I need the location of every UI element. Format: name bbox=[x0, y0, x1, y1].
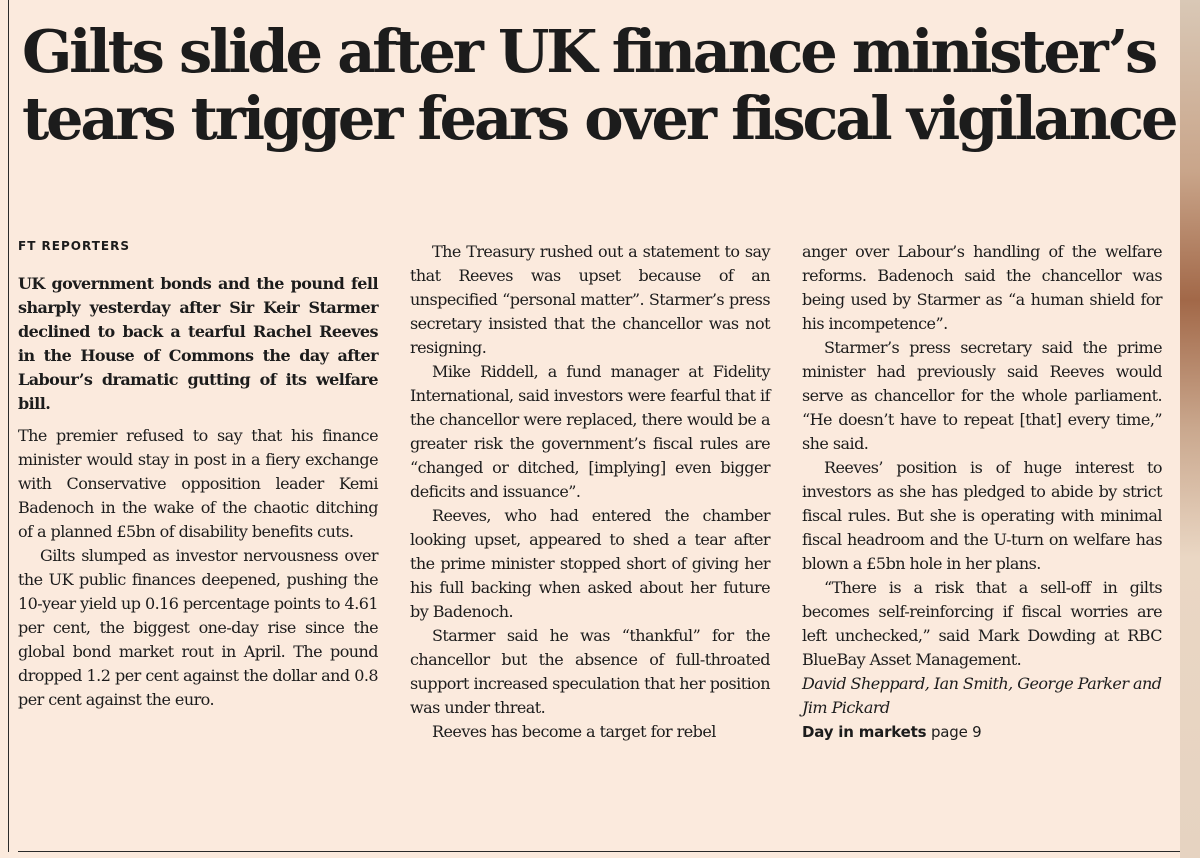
body-paragraph: Starmer said he was “thankful” for the c… bbox=[410, 626, 771, 717]
body-paragraph: Reeves, who had entered the chamber look… bbox=[410, 506, 771, 621]
article-column-1: FT REPORTERS UK government bonds and the… bbox=[18, 234, 379, 712]
reporter-signoff: David Sheppard, Ian Smith, George Parker… bbox=[802, 674, 1162, 717]
article-column-2: The Treasury rushed out a statement to s… bbox=[410, 240, 771, 744]
body-paragraph: The Treasury rushed out a statement to s… bbox=[410, 242, 771, 357]
body-paragraph: anger over Labour’s handling of the welf… bbox=[802, 242, 1163, 333]
body-paragraph: Reeves’ position is of huge interest to … bbox=[802, 458, 1163, 573]
article-column-3: anger over Labour’s handling of the welf… bbox=[802, 240, 1163, 744]
body-paragraph: Starmer’s press secretary said the prime… bbox=[802, 338, 1163, 453]
body-paragraph: Gilts slumped as investor nervousness ov… bbox=[18, 546, 379, 709]
body-paragraph: “There is a risk that a sell-off in gilt… bbox=[802, 578, 1163, 669]
standfirst: UK government bonds and the pound fell s… bbox=[18, 274, 379, 413]
body-paragraph: Reeves has become a target for rebel bbox=[432, 722, 716, 741]
cross-reference-label: Day in markets bbox=[802, 723, 927, 741]
byline: FT REPORTERS bbox=[18, 239, 130, 253]
left-column-rule bbox=[8, 0, 9, 852]
body-paragraph: Mike Riddell, a fund manager at Fidelity… bbox=[410, 362, 771, 501]
cross-reference-page: page 9 bbox=[930, 723, 982, 741]
adjacent-photo-edge bbox=[1180, 0, 1200, 858]
cross-reference: Day in markets page 9 bbox=[802, 720, 1162, 744]
body-paragraph: The premier refused to say that his fina… bbox=[18, 426, 379, 541]
bottom-rule bbox=[18, 851, 1200, 852]
headline: Gilts slide after UK finance minister’s … bbox=[22, 17, 1179, 153]
